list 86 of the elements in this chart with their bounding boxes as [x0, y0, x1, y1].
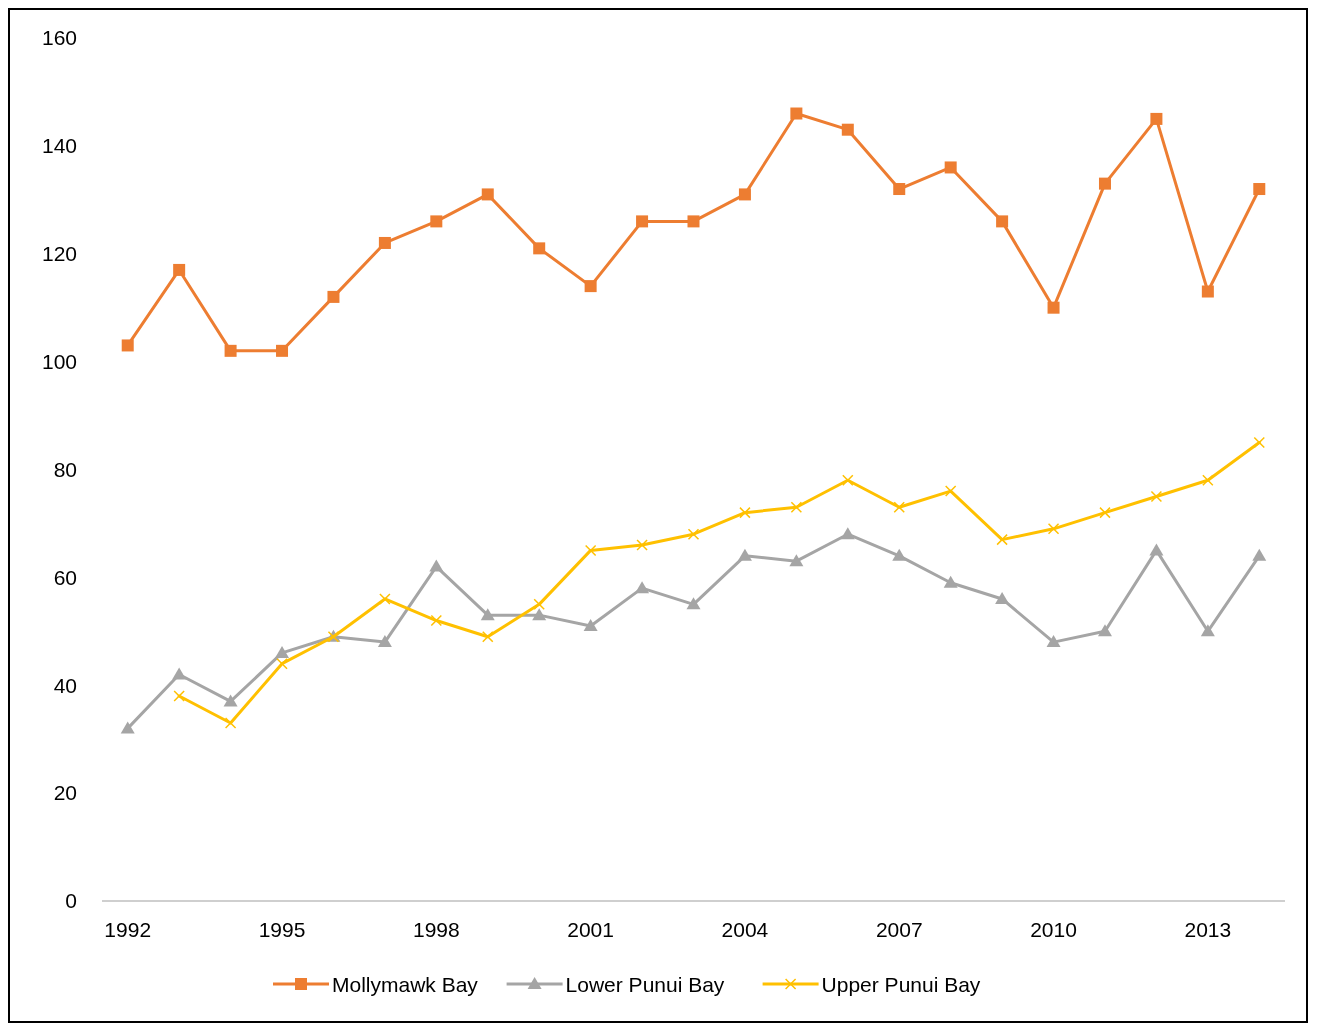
point — [275, 645, 290, 658]
point — [1097, 624, 1112, 637]
point — [429, 559, 444, 572]
point — [378, 236, 391, 249]
x-tick-label: 2001 — [567, 918, 614, 941]
point — [120, 721, 135, 734]
point — [224, 344, 237, 357]
y-tick-label: 40 — [53, 673, 77, 697]
x-tick-label: 2010 — [1030, 918, 1077, 941]
point — [1200, 624, 1215, 637]
y-tick-label: 80 — [53, 457, 77, 481]
point — [1201, 285, 1214, 298]
point — [893, 183, 906, 196]
point — [1099, 506, 1111, 519]
point — [276, 344, 289, 357]
point — [687, 528, 700, 540]
point — [379, 593, 391, 605]
point — [686, 597, 701, 610]
point — [737, 548, 752, 561]
point — [687, 215, 700, 228]
x-tick-label: 1995 — [258, 918, 306, 941]
point — [841, 123, 854, 136]
legend-label: Mollymawk Bay — [332, 973, 479, 996]
point — [1150, 490, 1163, 503]
point — [943, 575, 958, 588]
point — [1253, 183, 1266, 196]
point — [996, 215, 1009, 228]
point — [1046, 635, 1061, 648]
point — [224, 717, 237, 729]
y-tick-label: 160 — [41, 26, 77, 50]
point — [430, 215, 443, 228]
point — [1252, 548, 1267, 561]
x-tick-label: 1998 — [412, 918, 460, 941]
point — [842, 474, 854, 487]
point — [1202, 474, 1214, 487]
point — [1149, 543, 1164, 556]
point — [1047, 523, 1060, 535]
point — [840, 527, 855, 540]
point — [121, 339, 134, 352]
x-tick-label: 2013 — [1184, 918, 1232, 941]
point — [533, 598, 545, 611]
point — [377, 635, 392, 648]
y-tick-label: 120 — [41, 242, 77, 266]
x-tick-label: 2007 — [875, 918, 923, 941]
point — [480, 608, 495, 621]
point — [430, 614, 443, 627]
point — [327, 290, 340, 303]
point — [789, 554, 804, 567]
point — [1253, 436, 1266, 449]
point — [584, 544, 597, 557]
point — [583, 618, 598, 631]
point — [173, 690, 185, 702]
y-tick-label: 100 — [41, 349, 77, 373]
point — [892, 548, 907, 561]
point — [482, 630, 494, 643]
legend-label: Upper Punui Bay — [821, 973, 981, 996]
x-tick-label: 1992 — [104, 918, 152, 941]
point — [636, 539, 648, 551]
point — [173, 263, 186, 276]
legend-label: Lower Punui Bay — [565, 973, 725, 996]
point — [172, 667, 187, 680]
point — [944, 161, 957, 174]
y-tick-label: 0 — [65, 889, 77, 913]
point — [790, 107, 803, 120]
y-tick-label: 140 — [41, 134, 77, 158]
point — [276, 657, 288, 670]
y-tick-label: 60 — [53, 565, 77, 589]
point — [635, 581, 650, 594]
point — [636, 215, 649, 228]
point — [584, 280, 597, 293]
point — [944, 485, 957, 497]
point — [481, 188, 494, 201]
point — [996, 533, 1008, 546]
x-tick-label: 2004 — [721, 918, 769, 941]
point — [995, 591, 1010, 604]
point — [1047, 301, 1060, 314]
point — [893, 501, 905, 514]
point — [532, 608, 547, 621]
y-tick-label: 20 — [53, 781, 77, 805]
point — [739, 506, 751, 519]
point — [223, 694, 238, 707]
point — [790, 501, 803, 514]
point — [1098, 177, 1111, 190]
point — [1150, 112, 1163, 125]
point — [738, 188, 751, 201]
point — [533, 242, 546, 255]
